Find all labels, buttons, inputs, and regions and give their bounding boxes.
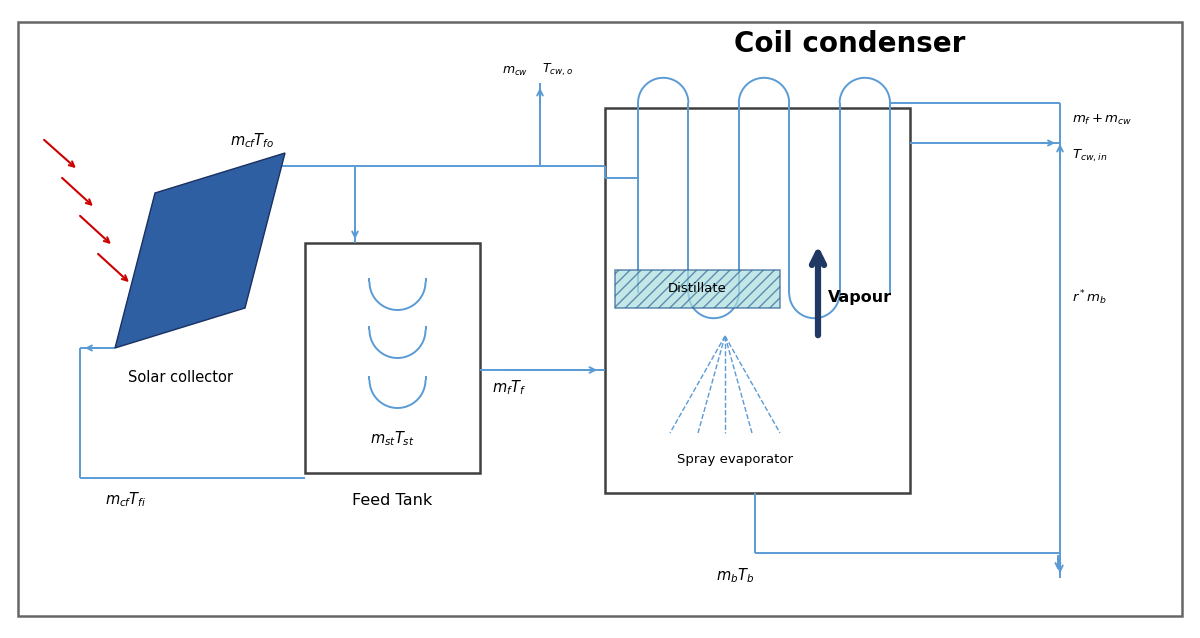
Text: Solar collector: Solar collector — [127, 370, 233, 385]
Text: $m_{cw}$: $m_{cw}$ — [502, 65, 528, 78]
Text: Spray evaporator: Spray evaporator — [677, 453, 793, 466]
Text: $m_f T_f$: $m_f T_f$ — [492, 378, 526, 397]
Text: $m_{cf}T_{fi}$: $m_{cf}T_{fi}$ — [106, 490, 146, 508]
Bar — [305, 243, 480, 473]
Text: Feed Tank: Feed Tank — [353, 493, 433, 508]
Text: Distillate: Distillate — [668, 283, 727, 295]
Text: $r^*m_b$: $r^*m_b$ — [1072, 288, 1108, 308]
Text: $m_{cf}T_{fo}$: $m_{cf}T_{fo}$ — [230, 131, 275, 150]
Text: $T_{cw,in}$: $T_{cw,in}$ — [1072, 148, 1108, 165]
Text: Coil condenser: Coil condenser — [734, 30, 966, 58]
Polygon shape — [115, 153, 286, 348]
Text: Vapour: Vapour — [828, 290, 892, 306]
Text: $m_f+m_{cw}$: $m_f+m_{cw}$ — [1072, 113, 1133, 127]
Text: $m_{st}T_{st}$: $m_{st}T_{st}$ — [370, 429, 415, 448]
Bar — [616, 270, 780, 308]
Bar — [605, 108, 910, 493]
Text: $T_{cw,o}$: $T_{cw,o}$ — [542, 62, 574, 78]
Text: $m_b T_b$: $m_b T_b$ — [716, 566, 754, 584]
